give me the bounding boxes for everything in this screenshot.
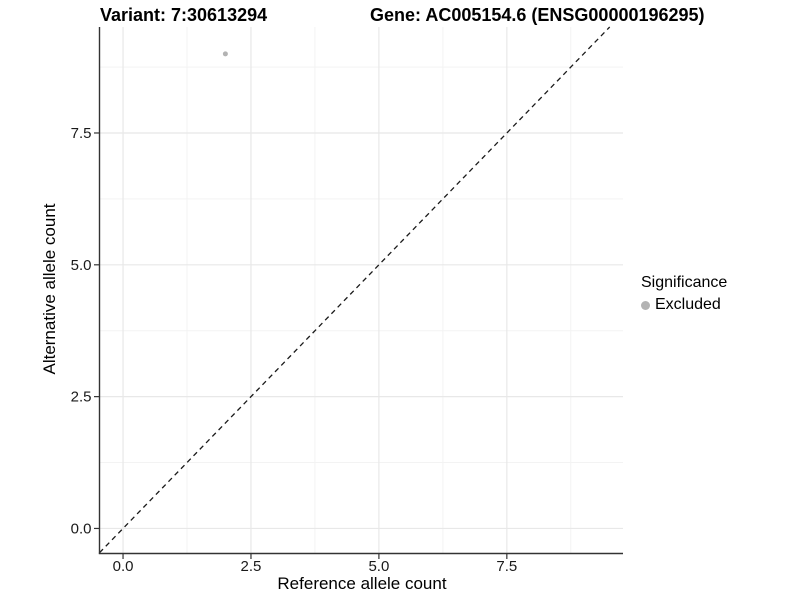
x-axis-label: Reference allele count (277, 574, 447, 593)
data-point (222, 51, 228, 57)
y-tick-label: 5.0 (71, 257, 92, 274)
y-tick-label: 7.5 (71, 125, 92, 142)
data-points (222, 51, 228, 57)
grid-minor (99, 27, 623, 554)
x-tick-label: 2.5 (241, 558, 262, 575)
axis-lines (98, 27, 623, 555)
y-axis-label: Alternative allele count (40, 203, 59, 375)
axis-ticks (94, 132, 508, 559)
grid-major (99, 27, 623, 554)
x-tick-labels: 0.0 2.5 5.0 7.5 (113, 558, 518, 575)
variant-title: Variant: 7:30613294 (100, 5, 268, 25)
legend: Significance Excluded (641, 273, 727, 315)
legend-item-excluded: Excluded (641, 295, 727, 315)
identity-dashed-line (99, 26, 611, 554)
x-tick-label: 7.5 (496, 558, 517, 575)
y-tick-label: 0.0 (71, 520, 92, 537)
legend-title: Significance (641, 274, 728, 291)
x-tick-label: 0.0 (113, 558, 134, 575)
legend-item-label: Excluded (655, 296, 721, 313)
gene-title: Gene: AC005154.6 (ENSG00000196295) (370, 5, 705, 25)
y-tick-label: 2.5 (71, 389, 92, 406)
x-tick-label: 5.0 (368, 558, 389, 575)
y-tick-labels: 0.0 2.5 5.0 7.5 (71, 125, 92, 537)
legend-dot-icon (641, 300, 650, 310)
